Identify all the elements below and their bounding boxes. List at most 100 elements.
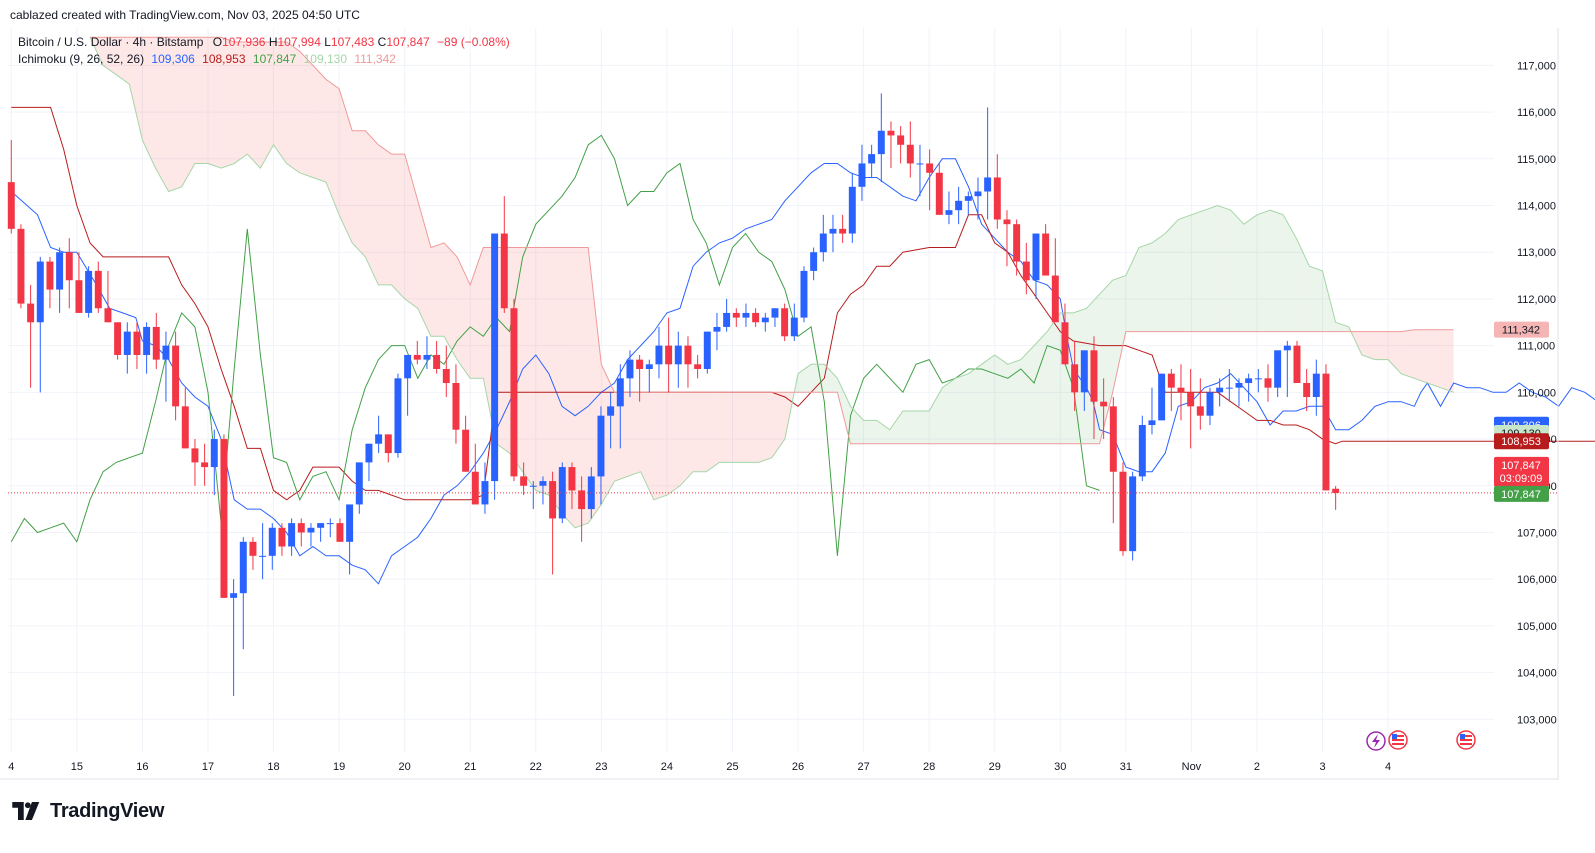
cloud-segment [1027, 345, 1035, 444]
chikou-tag: 107,847 [1494, 485, 1549, 502]
cloud-segment [804, 364, 812, 393]
candle-body [46, 261, 54, 290]
candle [1051, 238, 1059, 323]
candle [1090, 336, 1098, 440]
candle [935, 163, 943, 215]
candle-body [568, 467, 576, 491]
candle-body [887, 130, 895, 136]
x-tick-label: 24 [661, 761, 673, 773]
candle [1332, 486, 1340, 510]
time-axis[interactable]: 4 15 16 17 18 19 20 21 22 23 24 25 26 27 28 29 30 31 Nov 2 3… [0, 761, 1558, 780]
cloud-segment [876, 420, 884, 444]
candle [1274, 350, 1282, 398]
candle-body [1013, 224, 1021, 262]
candle [607, 392, 615, 449]
candle [423, 336, 431, 369]
cloud-segment [948, 378, 956, 444]
cloud-segment [1112, 277, 1120, 393]
candle-body [365, 443, 373, 463]
x-tick-label: 17 [202, 761, 214, 773]
candle-body [974, 191, 982, 197]
candle-body [771, 308, 779, 318]
candle [1303, 368, 1311, 412]
price-chart[interactable]: 103,000104,000105,000106,000107,000108,0… [0, 24, 1595, 784]
candle [626, 350, 634, 398]
cloud-segment [621, 392, 628, 479]
us-flag-event-icon-2-canton [1460, 734, 1465, 739]
cloud-segment [830, 371, 838, 393]
candle-body [1129, 476, 1137, 552]
candle-body [529, 485, 537, 487]
cloud-segment [686, 392, 694, 479]
candle [365, 443, 373, 482]
cloud-segment [1184, 214, 1192, 332]
kijun-tag: 108,953 [1494, 433, 1549, 450]
candle [452, 364, 460, 444]
candle [578, 476, 586, 542]
candle-body [510, 308, 518, 477]
candle-body [1080, 350, 1088, 393]
candle-body [723, 312, 731, 327]
candle [1022, 242, 1030, 295]
candle [230, 579, 238, 696]
cloud-segment [1420, 329, 1428, 383]
candle [114, 322, 122, 360]
event-icons[interactable] [1366, 730, 1476, 751]
candle [877, 93, 885, 183]
candle-body [152, 326, 160, 360]
chikou-tag-text: 107,847 [1501, 489, 1541, 501]
cloud-segment [968, 368, 976, 444]
y-tick-label: 105,000 [1517, 621, 1557, 633]
tradingview-wordmark: TradingView [50, 799, 165, 822]
candle-body [781, 308, 789, 337]
cloud-segment [214, 37, 222, 169]
cloud-segment [745, 392, 753, 463]
cloud-segment [437, 242, 444, 337]
candle-body [597, 415, 605, 477]
cloud-segment [942, 382, 949, 444]
candle [201, 443, 209, 486]
cloud-segment [312, 65, 320, 180]
y-tick-label: 117,000 [1517, 60, 1556, 72]
candle-body [848, 186, 856, 234]
cloud-segment [732, 392, 740, 463]
candle [172, 331, 180, 421]
cloud-segment [1250, 214, 1257, 332]
change-value: −89 (−0.08%) [437, 35, 510, 49]
cloud-segment [286, 42, 294, 169]
candle [520, 462, 528, 496]
candle-body [123, 331, 131, 355]
candle-body [877, 130, 885, 155]
candle [1293, 340, 1301, 383]
cloud-segment [391, 154, 399, 292]
tradingview-brand[interactable]: TradingView [12, 798, 164, 824]
cloud-segment [902, 411, 910, 444]
open-label: O [212, 35, 223, 49]
cloud-segment [1152, 238, 1159, 332]
cloud-segment [975, 364, 982, 444]
cloud-segment [581, 247, 589, 526]
cloud-segment [706, 392, 713, 472]
cloud-segment [758, 392, 766, 463]
cloud-segment [929, 399, 936, 444]
candle [104, 270, 112, 323]
price-axis[interactable]: 103,000104,000105,000106,000107,000108,0… [1517, 28, 1559, 780]
candle-body [471, 471, 479, 505]
candle-body [355, 462, 363, 505]
chart-legend: Bitcoin / U.S. Dollar · 4h · Bitstamp O1… [18, 34, 510, 68]
candle-body [17, 228, 25, 304]
x-tick-label: 27 [857, 761, 869, 773]
cloud-segment [96, 37, 104, 66]
cloud-segment [588, 247, 595, 524]
candle [94, 261, 102, 313]
countdown-text: 03:09:09 [1500, 473, 1543, 485]
high-label: H [268, 35, 278, 49]
cloud-segment [280, 42, 287, 164]
cloud-segment [562, 247, 569, 521]
span-b-value: 111,342 [354, 52, 396, 66]
cloud-segment [1414, 329, 1421, 381]
cloud-segment [430, 245, 438, 337]
candle [1206, 387, 1214, 426]
candle-body [1283, 345, 1291, 351]
cloud-segment [1407, 329, 1415, 379]
